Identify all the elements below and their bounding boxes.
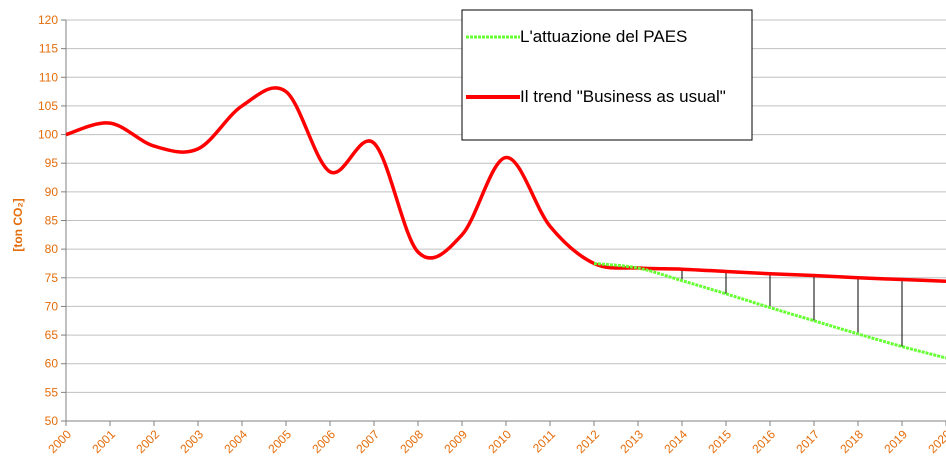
- x-tick-label: 2009: [441, 427, 470, 456]
- x-tick-label: 2018: [837, 427, 866, 456]
- y-tick-label: 65: [45, 328, 59, 342]
- x-tick-label: 2005: [265, 427, 294, 456]
- y-tick-label: 120: [38, 13, 58, 27]
- series-line: [593, 261, 946, 360]
- x-tick-label: 2002: [133, 427, 162, 456]
- x-tick-label: 2003: [177, 427, 206, 456]
- x-tick-label: 2010: [485, 427, 514, 456]
- x-tick-label: 2020: [925, 427, 946, 456]
- x-tick-label: 2011: [530, 427, 558, 455]
- x-tick-label: 2016: [749, 427, 778, 456]
- y-tick-label: 70: [45, 299, 59, 313]
- y-axis-label: [ton CO₂]: [11, 198, 25, 251]
- x-tick-label: 2001: [89, 427, 118, 456]
- x-tick-label: 2008: [397, 427, 426, 456]
- legend-box: [461, 9, 753, 141]
- y-tick-label: 100: [38, 128, 58, 142]
- x-tick-label: 2017: [793, 427, 822, 456]
- legend-label: L'attuazione del PAES: [520, 27, 688, 46]
- x-tick-label: 2019: [881, 427, 910, 456]
- y-tick-label: 60: [45, 357, 59, 371]
- y-tick-label: 75: [45, 271, 59, 285]
- legend-entry: Il trend "Business as usual": [520, 87, 726, 106]
- x-tick-label: 2004: [221, 427, 250, 456]
- legend-label: Il trend "Business as usual": [520, 87, 726, 106]
- x-tick-label: 2007: [353, 427, 382, 456]
- y-tick-label: 80: [45, 242, 59, 256]
- x-tick-label: 2012: [573, 427, 602, 456]
- series-line: [65, 86, 946, 283]
- x-tick-label: 2014: [661, 427, 690, 456]
- x-tick-label: 2013: [617, 427, 646, 456]
- y-tick-label: 95: [45, 156, 59, 170]
- y-tick-label: 55: [45, 385, 59, 399]
- legend-entry: L'attuazione del PAES: [520, 27, 688, 46]
- x-tick-label: 2006: [309, 427, 338, 456]
- y-tick-label: 115: [39, 42, 58, 56]
- x-tick-label: 2000: [45, 427, 74, 456]
- y-tick-label: 105: [38, 99, 58, 113]
- y-tick-label: 85: [45, 214, 59, 228]
- y-tick-label: 90: [45, 185, 59, 199]
- y-tick-label: 110: [39, 70, 58, 84]
- y-tick-label: 50: [45, 414, 59, 428]
- x-tick-label: 2015: [705, 427, 734, 456]
